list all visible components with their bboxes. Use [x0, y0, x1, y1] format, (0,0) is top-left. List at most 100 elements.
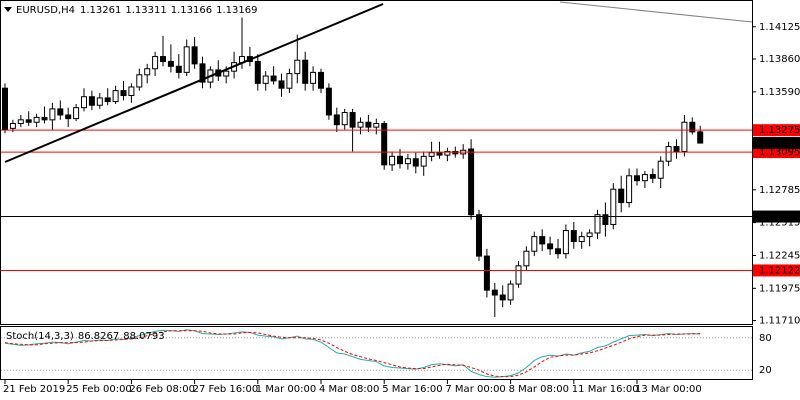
header: EURUSD,H4 1.13261 1.13311 1.13166 1.13169 [16, 5, 257, 16]
candle-body [404, 158, 411, 165]
candle-body [349, 112, 356, 128]
y-tick-label: 1.11710 [759, 316, 800, 327]
candle-body [602, 214, 609, 225]
candle-body [673, 146, 680, 152]
trend-line [4, 3, 384, 163]
level-label: 1.12565 [759, 212, 800, 223]
candle-body [152, 56, 159, 70]
y-tick-label: 1.12515 [759, 218, 800, 229]
candle-body [570, 230, 577, 242]
candle-body [25, 119, 32, 123]
candle-body [618, 188, 625, 204]
candle-body [96, 97, 103, 106]
candle-body [491, 289, 498, 296]
candle-body [17, 119, 24, 124]
candle-body [341, 112, 348, 126]
y-tick-label: 1.14125 [759, 22, 800, 33]
y-tick-label: 1.13590 [759, 87, 800, 98]
candle-body [294, 59, 301, 75]
candle-body [136, 74, 143, 88]
candle-body [610, 188, 617, 225]
candle-body [381, 122, 388, 166]
candle-body [167, 60, 174, 67]
candle-body [665, 146, 672, 162]
level-label: 1.13275 [759, 125, 800, 136]
candle-body [641, 174, 648, 182]
x-tick-label: 11 Mar 16:00 [572, 384, 639, 395]
candle-body [175, 65, 182, 73]
price-frame [0, 0, 753, 325]
candle-body [420, 155, 427, 167]
x-tick-label: 8 Mar 08:00 [509, 384, 569, 395]
main-value: 86.8267 [78, 331, 119, 342]
x-tick-label: 27 Feb 16:00 [193, 384, 259, 395]
candle-body [681, 121, 688, 152]
candle-body [9, 122, 16, 129]
level-label-bg [753, 124, 800, 137]
candle-body [515, 265, 522, 285]
collapse-icon [4, 7, 12, 12]
price-label-bg [753, 137, 800, 150]
x-tick-label: 5 Mar 16:00 [382, 384, 442, 395]
close: 1.13169 [216, 5, 257, 16]
candle-body [626, 175, 633, 204]
x-tick-label: 4 Mar 08:00 [319, 384, 379, 395]
candle-body [199, 63, 206, 83]
trend-line [559, 1, 753, 23]
candle-body [144, 68, 151, 76]
candle-body [318, 71, 324, 89]
candle-body [302, 59, 309, 84]
candle-body [57, 108, 64, 116]
y-tick-label: 80 [759, 333, 772, 344]
open: 1.13261 [80, 5, 121, 16]
level-label: 1.13095 [759, 147, 800, 158]
candle-body [649, 174, 656, 179]
candle-body [657, 160, 664, 179]
candle-body [73, 107, 80, 120]
candle-body [191, 46, 198, 65]
candle-body [325, 87, 332, 116]
indicator-line [4, 330, 701, 378]
candle-body [120, 90, 127, 97]
symbol: EURUSD,H4 [16, 5, 75, 16]
candle-body [539, 236, 546, 245]
candle-body [555, 248, 561, 255]
candle-body [373, 122, 380, 128]
candle-body [81, 96, 87, 109]
candle-body [397, 155, 403, 165]
candle-body [128, 86, 135, 97]
y-tick-label: 20 [759, 365, 772, 376]
candle-body [444, 150, 451, 156]
candle-body [104, 97, 111, 103]
y-tick-label: 1.11975 [759, 283, 800, 294]
candle-body [33, 116, 40, 123]
level-label-bg [753, 264, 800, 277]
level-label-bg [753, 146, 800, 159]
low: 1.13166 [171, 5, 212, 16]
candle-body [507, 283, 514, 301]
candle-body [333, 114, 340, 126]
candle-body [436, 152, 443, 156]
x-tick-label: 25 Feb 00:00 [66, 384, 132, 395]
candle-body [160, 56, 166, 62]
candle-body [389, 155, 396, 166]
candle-body [689, 121, 696, 133]
candle-body [697, 131, 704, 144]
candle-body [499, 294, 506, 301]
candle-body [262, 75, 269, 84]
candle-body [428, 152, 435, 157]
candle-body [412, 158, 419, 167]
candle-body [634, 175, 640, 182]
candle-body [310, 71, 317, 84]
y-tick-label: 1.12245 [759, 250, 800, 261]
x-tick-label: 26 Feb 08:00 [129, 384, 195, 395]
candle-body [112, 90, 119, 103]
candle-body [531, 236, 538, 252]
signal-value: 88.0793 [123, 331, 164, 342]
candle-body [65, 114, 72, 120]
candle-body [270, 75, 277, 82]
x-tick-label: 1 Mar 00:00 [256, 384, 316, 395]
candle-body [286, 73, 293, 89]
high: 1.13311 [125, 5, 166, 16]
